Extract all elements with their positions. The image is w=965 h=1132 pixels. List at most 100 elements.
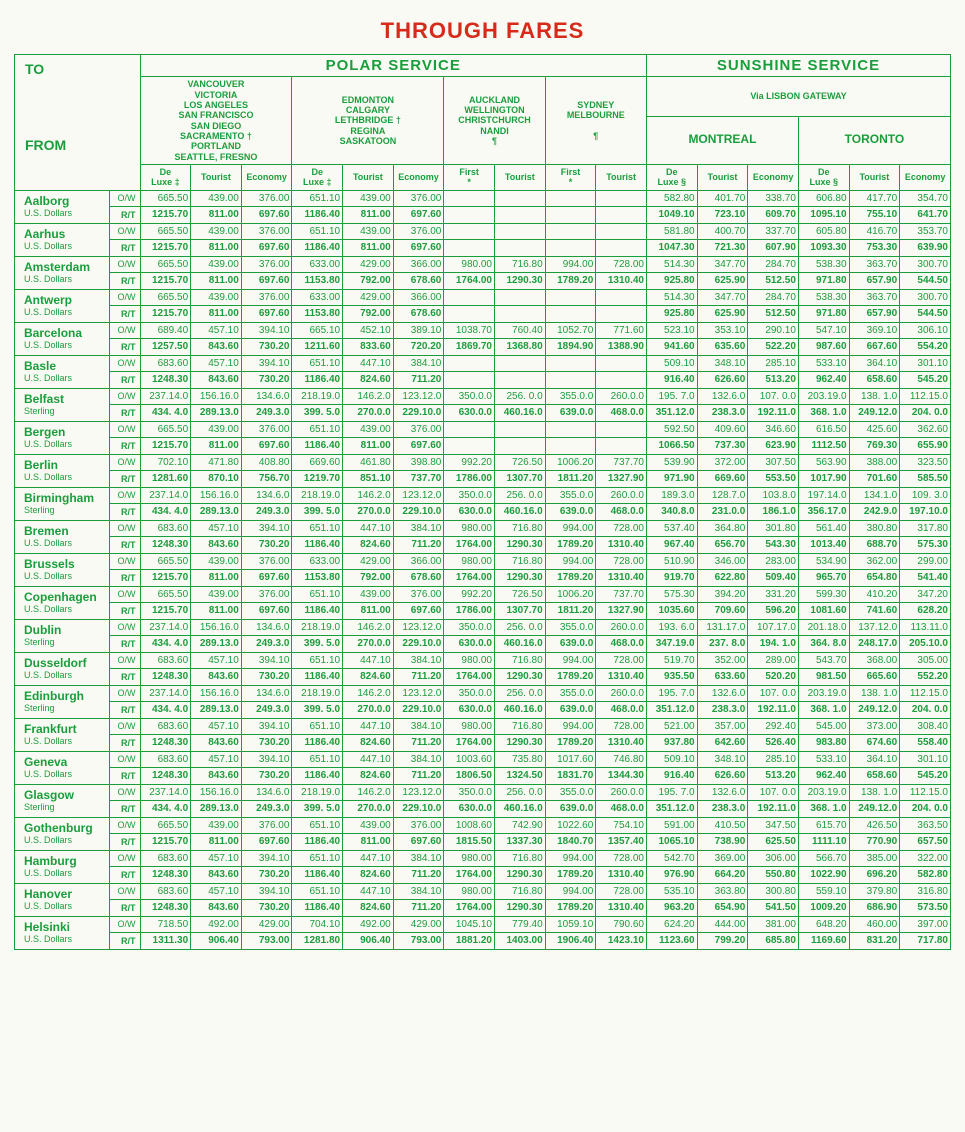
fare-cell: 434. 4.0 bbox=[140, 702, 191, 719]
fare-cell: 994.00 bbox=[545, 850, 596, 867]
fare-cell: 316.80 bbox=[900, 883, 951, 900]
origin-city: GlasgowSterling bbox=[15, 784, 110, 817]
fare-cell: 109. 3.0 bbox=[900, 487, 951, 504]
fare-cell: 512.50 bbox=[748, 306, 799, 323]
fare-cell: 384.10 bbox=[393, 652, 444, 669]
fare-cell: 717.80 bbox=[900, 933, 951, 950]
fare-cell: 980.00 bbox=[444, 850, 495, 867]
fare-cell: 1310.40 bbox=[596, 273, 647, 290]
fare-cell: 704.10 bbox=[292, 916, 343, 933]
fare-cell: 737.70 bbox=[596, 586, 647, 603]
fare-cell bbox=[495, 372, 546, 389]
sunshine-header: SUNSHINE SERVICE bbox=[646, 55, 950, 77]
fare-cell: 218.19.0 bbox=[292, 685, 343, 702]
fare-cell: 1169.60 bbox=[798, 933, 849, 950]
fare-cell: 1215.70 bbox=[140, 570, 191, 587]
fare-cell: 193. 6.0 bbox=[646, 619, 697, 636]
fare-cell: 376.00 bbox=[241, 421, 292, 438]
fare-cell: 376.00 bbox=[393, 421, 444, 438]
fare-cell: 434. 4.0 bbox=[140, 504, 191, 521]
fare-cell: 385.00 bbox=[849, 850, 900, 867]
dest-toronto: TORONTO bbox=[798, 116, 950, 164]
fare-cell: 651.10 bbox=[292, 223, 343, 240]
fare-cell: 410.50 bbox=[697, 817, 748, 834]
fare-cell: 128.7.0 bbox=[697, 487, 748, 504]
rt-label: R/T bbox=[109, 900, 140, 917]
fare-cell: 256. 0.0 bbox=[495, 487, 546, 504]
fare-cell bbox=[545, 223, 596, 240]
fare-cell: 284.70 bbox=[748, 256, 799, 273]
fare-cell: 131.17.0 bbox=[697, 619, 748, 636]
fare-cell: 1248.30 bbox=[140, 735, 191, 752]
fare-cell: 605.80 bbox=[798, 223, 849, 240]
fare-cell: 249.12.0 bbox=[849, 801, 900, 818]
fare-cell: 439.00 bbox=[191, 553, 242, 570]
fare-cell: 509.40 bbox=[748, 570, 799, 587]
fare-cell: 1186.40 bbox=[292, 900, 343, 917]
fare-cell: 457.10 bbox=[191, 751, 242, 768]
fare-cell: 654.80 bbox=[849, 570, 900, 587]
fare-cell: 364.80 bbox=[697, 520, 748, 537]
fare-cell: 132.6.0 bbox=[697, 784, 748, 801]
fare-cell: 630.0.0 bbox=[444, 636, 495, 653]
fare-cell: 980.00 bbox=[444, 718, 495, 735]
fare-cell: 624.20 bbox=[646, 916, 697, 933]
fare-cell: 622.80 bbox=[697, 570, 748, 587]
class-header: Tourist bbox=[596, 165, 647, 191]
fare-cell: 249.3.0 bbox=[241, 405, 292, 422]
fare-cell: 306.00 bbox=[748, 850, 799, 867]
fare-cell: 728.00 bbox=[596, 553, 647, 570]
fare-cell: 730.20 bbox=[241, 372, 292, 389]
fare-cell: 355.0.0 bbox=[545, 619, 596, 636]
fare-cell: 317.80 bbox=[900, 520, 951, 537]
fare-cell: 1248.30 bbox=[140, 669, 191, 686]
fare-cell bbox=[596, 421, 647, 438]
fare-cell: 366.00 bbox=[393, 256, 444, 273]
fare-cell: 138. 1.0 bbox=[849, 784, 900, 801]
ow-label: O/W bbox=[109, 553, 140, 570]
fare-cell: 399. 5.0 bbox=[292, 801, 343, 818]
fare-cell: 347.19.0 bbox=[646, 636, 697, 653]
fare-cell: 665.60 bbox=[849, 669, 900, 686]
rt-label: R/T bbox=[109, 471, 140, 488]
fare-cell: 337.70 bbox=[748, 223, 799, 240]
fare-cell: 123.12.0 bbox=[393, 487, 444, 504]
fare-cell: 1017.60 bbox=[545, 751, 596, 768]
fare-cell: 376.00 bbox=[241, 586, 292, 603]
fare-cell: 793.00 bbox=[241, 933, 292, 950]
fare-cell: 701.60 bbox=[849, 471, 900, 488]
fare-cell: 369.00 bbox=[697, 850, 748, 867]
lisbon-gateway: Via LISBON GATEWAY bbox=[646, 77, 950, 116]
fare-cell: 1310.40 bbox=[596, 735, 647, 752]
ow-label: O/W bbox=[109, 388, 140, 405]
fare-cell: 1215.70 bbox=[140, 603, 191, 620]
fare-cell: 976.90 bbox=[646, 867, 697, 884]
to-from-header: TO FROM bbox=[15, 55, 141, 191]
fare-cell: 639.0.0 bbox=[545, 405, 596, 422]
fare-cell: 811.00 bbox=[343, 240, 394, 257]
fare-cell: 369.10 bbox=[849, 322, 900, 339]
fare-cell: 429.00 bbox=[393, 916, 444, 933]
fare-cell: 1049.10 bbox=[646, 207, 697, 224]
fare-cell: 1022.60 bbox=[545, 817, 596, 834]
fare-cell: 512.50 bbox=[748, 273, 799, 290]
fare-cell: 195. 7.0 bbox=[646, 388, 697, 405]
fare-cell: 711.20 bbox=[393, 900, 444, 917]
fare-cell: 665.50 bbox=[140, 421, 191, 438]
fare-cell: 1344.30 bbox=[596, 768, 647, 785]
fare-cell: 368.00 bbox=[849, 652, 900, 669]
origin-city: AarhusU.S. Dollars bbox=[15, 223, 110, 256]
fare-cell: 726.50 bbox=[495, 586, 546, 603]
fare-cell: 112.15.0 bbox=[900, 784, 951, 801]
fare-cell: 1111.10 bbox=[798, 834, 849, 851]
fare-cell: 439.00 bbox=[191, 421, 242, 438]
fare-cell: 728.00 bbox=[596, 850, 647, 867]
fare-cell: 123.12.0 bbox=[393, 685, 444, 702]
fare-cell: 353.10 bbox=[697, 322, 748, 339]
fare-cell: 1290.30 bbox=[495, 669, 546, 686]
fare-cell: 394.10 bbox=[241, 751, 292, 768]
fare-cell: 683.60 bbox=[140, 883, 191, 900]
fare-cell: 439.00 bbox=[343, 586, 394, 603]
fare-cell: 730.20 bbox=[241, 537, 292, 554]
fare-cell: 1153.80 bbox=[292, 273, 343, 290]
